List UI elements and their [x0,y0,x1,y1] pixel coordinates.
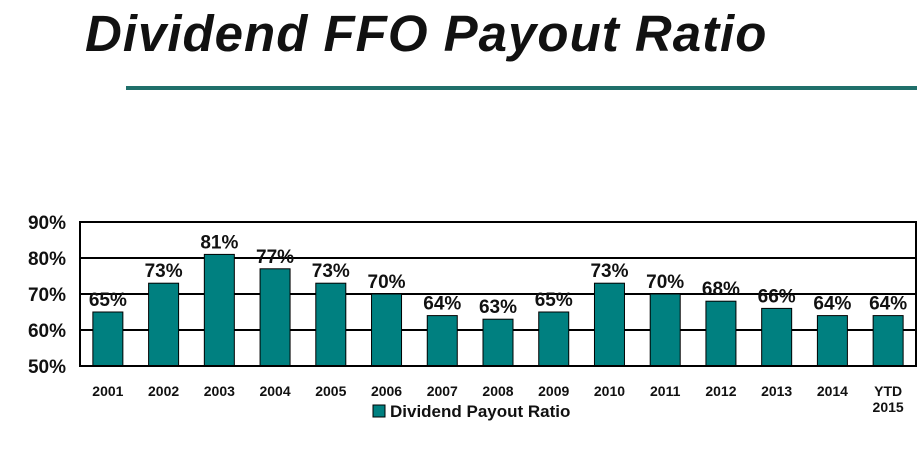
title-divider [126,86,917,90]
data-label: 70% [368,272,406,293]
x-tick-label: 2010 [594,383,625,399]
x-tick-label: YTD 2015 [873,383,904,415]
bar [203,253,235,367]
y-tick-label: 70% [28,285,66,306]
legend-label: Dividend Payout Ratio [390,402,570,421]
data-label: 66% [758,286,796,307]
x-tick-label: 2007 [427,383,458,399]
bar [872,315,904,367]
bar [426,315,458,367]
x-tick-label: 2013 [761,383,792,399]
x-tick-label: 2003 [204,383,235,399]
data-label: 73% [590,261,628,282]
y-axis-tick-labels: 50% 60% 70% 80% 90% [28,213,66,378]
bar [148,282,180,367]
data-label: 77% [256,247,294,268]
x-tick-label: 2008 [482,383,513,399]
x-tick-label: 2004 [259,383,290,399]
bar [482,318,514,367]
bar [593,282,625,367]
data-label: 65% [535,290,573,311]
bar [538,311,570,367]
data-labels: 65% 73% 81% 77% 73% 70% 64% 63% 65% 73% 70% 68% 66% 6… [89,232,907,318]
data-label: 64% [813,294,851,315]
data-label: 64% [869,294,907,315]
bars [92,253,904,367]
data-label: 81% [200,232,238,253]
bar [315,282,347,367]
data-label: 65% [89,290,127,311]
data-label: 70% [646,272,684,293]
bar [92,311,124,367]
data-label: 68% [702,279,740,300]
y-tick-label: 80% [28,249,66,270]
x-axis-tick-labels: 2001 2002 2003 2004 2005 2006 2007 2008 2009 2010… [92,383,904,415]
plot-area-frame [79,221,917,367]
legend: Dividend Payout Ratio [372,402,570,421]
legend-swatch [372,404,386,418]
bar [649,293,681,367]
x-tick-label: 2014 [817,383,848,399]
bar [705,300,737,367]
y-tick-label: 90% [28,213,66,234]
y-tick-label: 60% [28,321,66,342]
x-tick-label: 2002 [148,383,179,399]
x-tick-label: 2009 [538,383,569,399]
data-label: 64% [423,294,461,315]
x-tick-label: 2012 [705,383,736,399]
bar [371,293,403,367]
y-tick-label: 50% [28,357,66,378]
bar [761,307,793,367]
x-tick-label: 2011 [650,383,681,399]
x-tick-label: 2006 [371,383,402,399]
x-tick-label: 2001 [92,383,123,399]
data-label: 73% [145,261,183,282]
bar [259,268,291,367]
data-label: 63% [479,297,517,318]
data-label: 73% [312,261,350,282]
x-tick-label: 2005 [315,383,346,399]
page-title: Dividend FFO Payout Ratio [85,5,768,62]
bar [816,315,848,367]
